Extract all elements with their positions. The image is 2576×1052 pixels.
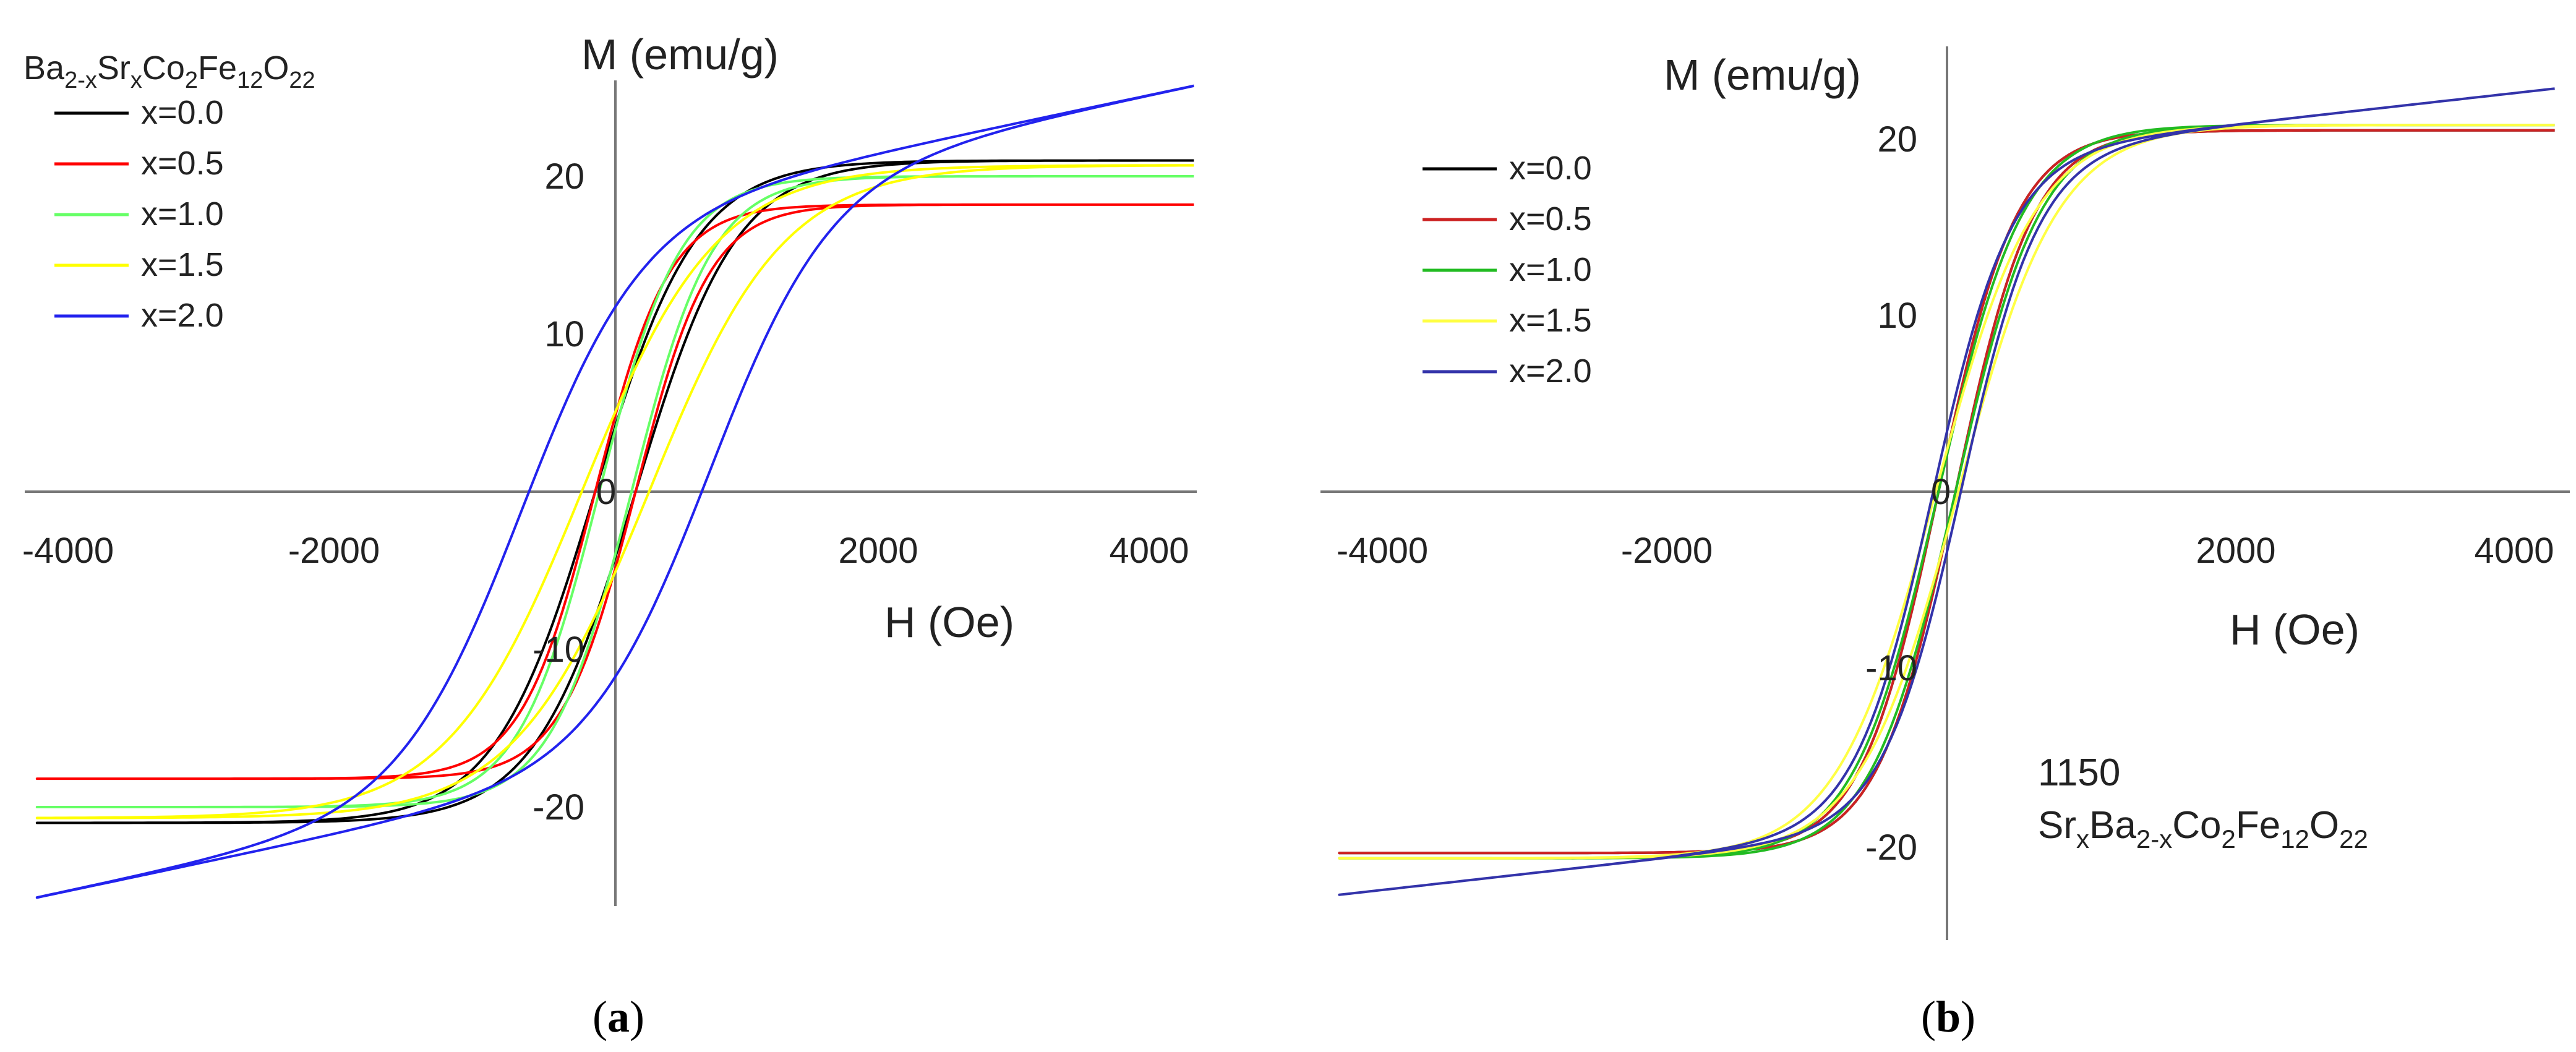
formula-sub: 12 — [2280, 824, 2309, 853]
panel-a-ytick-label: 20 — [544, 156, 584, 197]
hysteresis-loop-x-0-5 — [35, 203, 1194, 780]
panel-b: -4000 -2000 0 2000 4000 -20 -10 10 20 M … — [1320, 46, 2570, 1041]
formula-fe: Fe — [2236, 804, 2280, 847]
panel-a-xtick-label: 0 — [596, 472, 616, 512]
panel-a-y-axis-label: M (emu/g) — [581, 30, 779, 79]
legend-title-sub: x — [131, 67, 142, 93]
legend-title-sub: 22 — [289, 67, 315, 93]
caption-paren: ( — [593, 992, 607, 1041]
formula-sub: 2 — [2221, 824, 2235, 853]
legend-title-sub: 2 — [185, 67, 198, 93]
legend-title-sub: 2-x — [64, 67, 97, 93]
legend-label: x=0.0 — [1509, 150, 1592, 187]
panel-b-legend: x=0.0 x=0.5 x=1.0 x=1.5 x=2.0 — [1423, 150, 1592, 390]
legend-label: x=0.0 — [141, 94, 224, 131]
caption-letter: a — [607, 992, 630, 1041]
panel-a-x-axis-label: H (Oe) — [884, 598, 1014, 646]
hysteresis-loop-x-1-0 — [35, 175, 1194, 808]
formula-o: O — [2309, 804, 2339, 847]
caption-paren: ( — [1921, 992, 1936, 1041]
formula-ba: Ba — [2089, 804, 2136, 847]
hysteresis-loop-x-2-0 — [1338, 87, 2555, 896]
legend-title-fe: Fe — [198, 49, 237, 87]
panel-a-ytick-label: -10 — [533, 630, 584, 670]
panel-b-xtick-label: 4000 — [2474, 531, 2554, 571]
panel-a-xtick-label: -4000 — [22, 531, 114, 571]
panel-a-legend-title: Ba2-xSrxCo2Fe12O22 — [24, 49, 315, 93]
panel-b-caption: (b) — [1921, 992, 1975, 1041]
panel-a-xtick-label: 2000 — [838, 531, 918, 571]
legend-title-o: O — [263, 49, 289, 87]
panel-a: -4000 -2000 0 2000 4000 -20 -10 10 20 M … — [22, 30, 1197, 1041]
panel-a-ytick-label: -20 — [533, 787, 584, 827]
panel-b-annotation-temperature: 1150 — [2038, 751, 2120, 794]
panel-a-legend: x=0.0 x=0.5 x=1.0 x=1.5 x=2.0 — [54, 94, 224, 334]
legend-title-sr: Sr — [97, 49, 131, 87]
legend-label: x=0.5 — [1509, 200, 1592, 237]
panel-b-annotation-formula: SrxBa2-xCo2Fe12O22 — [2038, 804, 2368, 853]
panel-a-curves — [35, 84, 1194, 899]
panel-b-ytick-label: 10 — [1877, 296, 1917, 336]
formula-co: Co — [2172, 804, 2221, 847]
panel-b-xtick-label: -4000 — [1337, 531, 1428, 571]
panel-b-xtick-label: 2000 — [2196, 531, 2275, 571]
panel-b-xtick-label: 0 — [1931, 472, 1951, 512]
panel-a-ytick-label: 10 — [544, 314, 584, 354]
hysteresis-loop-x-1-5 — [35, 164, 1194, 819]
formula-sr: Sr — [2038, 804, 2076, 847]
panel-b-ytick-label: -10 — [1865, 648, 1917, 688]
legend-label: x=2.0 — [1509, 353, 1592, 390]
panel-a-caption: (a) — [593, 992, 644, 1041]
formula-sub: 22 — [2339, 824, 2368, 853]
panel-a-xtick-label: 4000 — [1109, 531, 1189, 571]
formula-sub: x — [2076, 824, 2089, 853]
legend-label: x=1.5 — [1509, 302, 1592, 339]
legend-label: x=1.0 — [1509, 251, 1592, 288]
caption-letter: b — [1936, 992, 1961, 1041]
caption-paren: ) — [630, 992, 644, 1041]
formula-sub: 2-x — [2136, 824, 2172, 853]
legend-label: x=1.5 — [141, 246, 224, 283]
legend-label: x=2.0 — [141, 297, 224, 334]
panel-b-xtick-label: -2000 — [1621, 531, 1713, 571]
hysteresis-loop-x-0-0 — [35, 159, 1194, 824]
panel-b-x-axis-label: H (Oe) — [2230, 605, 2360, 654]
legend-label: x=0.5 — [141, 145, 224, 182]
legend-title-sub: 12 — [237, 67, 263, 93]
panel-b-ytick-label: 20 — [1877, 119, 1917, 160]
panel-b-y-axis-label: M (emu/g) — [1664, 51, 1861, 99]
legend-title-ba: Ba — [24, 49, 65, 87]
panel-a-xtick-label: -2000 — [288, 531, 380, 571]
legend-label: x=1.0 — [141, 195, 224, 233]
legend-title-co: Co — [142, 49, 185, 87]
panel-b-curves — [1338, 87, 2555, 896]
panel-b-ytick-label: -20 — [1865, 827, 1917, 868]
caption-paren: ) — [1961, 992, 1975, 1041]
hysteresis-loop-x-2-0 — [35, 84, 1194, 899]
